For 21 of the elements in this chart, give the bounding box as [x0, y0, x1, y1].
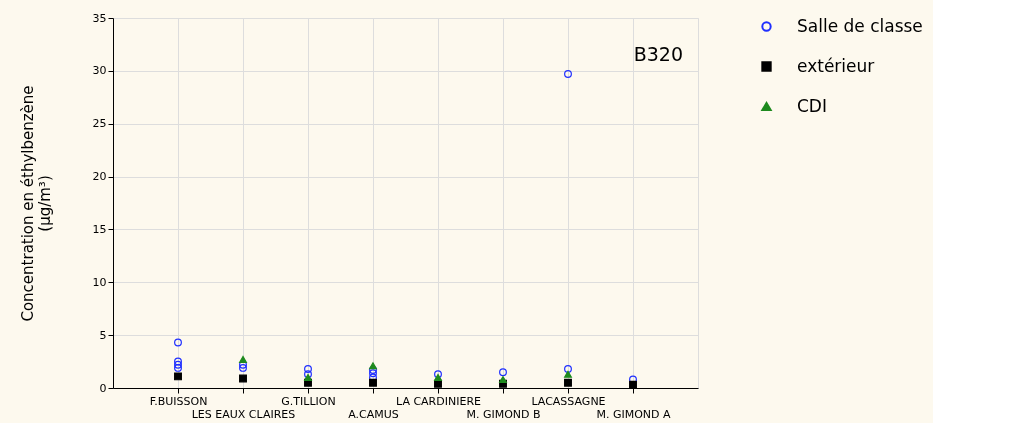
x-tick-label: F.BUISSON: [149, 394, 208, 408]
y-tick-label: 0: [99, 381, 107, 395]
y-tick-label: 15: [92, 222, 107, 236]
y-axis-title: Concentration en éthylbenzène (µg/m³): [18, 85, 54, 322]
x-tick-label: M. GIMOND A: [596, 407, 672, 421]
y-tick-label: 30: [92, 64, 107, 78]
legend-label: extérieur: [797, 55, 875, 76]
x-tick-label: A.CAMUS: [348, 407, 399, 421]
y-tick-label: 5: [99, 328, 107, 342]
y-tick-label: 35: [92, 11, 107, 25]
y-tick-label: 20: [92, 170, 107, 184]
x-tick-label: G.TILLION: [281, 394, 336, 408]
y-tick-label: 25: [92, 117, 107, 131]
y-tick-label: 10: [92, 275, 107, 289]
legend-label: Salle de classe: [797, 15, 923, 36]
x-tick-label: LACASSAGNE: [531, 394, 606, 408]
x-tick-label: LA CARDINIERE: [396, 394, 482, 408]
x-tick-label: M. GIMOND B: [466, 407, 541, 421]
x-tick-label: LES EAUX CLAIRES: [191, 407, 296, 421]
legend-label: CDI: [797, 95, 827, 116]
annotation: B320: [633, 43, 683, 65]
